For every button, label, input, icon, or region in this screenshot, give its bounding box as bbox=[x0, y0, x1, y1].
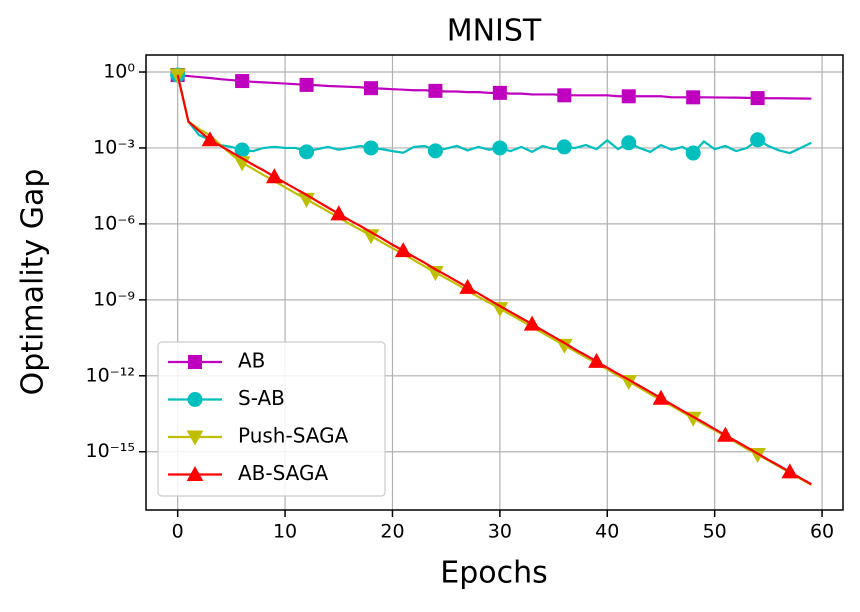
marker bbox=[363, 81, 378, 96]
marker bbox=[557, 88, 572, 103]
marker bbox=[187, 392, 203, 407]
plot-frame bbox=[145, 54, 844, 511]
x-tick-label: 50 bbox=[703, 521, 727, 543]
x-axis-label: Epochs bbox=[440, 556, 548, 591]
marker bbox=[186, 430, 204, 446]
x-tick-label: 20 bbox=[380, 521, 404, 543]
chart-title: MNIST bbox=[447, 14, 542, 49]
marker bbox=[750, 91, 765, 106]
marker bbox=[188, 355, 202, 369]
marker bbox=[299, 77, 314, 92]
y-tick-label: 10⁻⁶ bbox=[93, 212, 135, 234]
marker bbox=[330, 205, 348, 221]
y-tick-label: 10⁻³ bbox=[93, 136, 135, 158]
y-axis-label: Optimality Gap bbox=[16, 169, 51, 396]
marker bbox=[492, 140, 508, 156]
marker bbox=[492, 85, 507, 100]
marker bbox=[428, 83, 443, 98]
y-tick-label: 10⁻¹² bbox=[86, 364, 135, 386]
marker bbox=[621, 89, 636, 104]
marker bbox=[621, 135, 637, 151]
marker bbox=[523, 315, 541, 331]
legend: AB S-AB Push-SAGA AB-SAGA bbox=[157, 341, 386, 497]
marker bbox=[299, 144, 315, 160]
y-tick-label: 10⁻⁹ bbox=[93, 288, 135, 310]
marker bbox=[235, 74, 250, 89]
marker bbox=[186, 465, 204, 481]
y-tick-label: 10⁰ bbox=[103, 61, 135, 83]
x-tick-label: 60 bbox=[810, 521, 834, 543]
y-tick-label: 10⁻¹⁵ bbox=[86, 440, 135, 462]
legend-box bbox=[157, 341, 386, 497]
marker bbox=[459, 278, 477, 294]
legend-label: AB-SAGA bbox=[238, 461, 329, 485]
marker bbox=[686, 90, 701, 105]
marker bbox=[781, 463, 799, 479]
marker bbox=[265, 168, 283, 184]
marker bbox=[556, 139, 572, 155]
marker bbox=[717, 426, 734, 442]
x-tick-label: 30 bbox=[488, 521, 512, 543]
marker bbox=[394, 242, 412, 258]
x-tick-label: 40 bbox=[595, 521, 619, 543]
marker bbox=[652, 389, 670, 405]
marker bbox=[588, 352, 605, 368]
marker bbox=[427, 143, 443, 159]
x-tick-label: 10 bbox=[273, 521, 297, 543]
marker bbox=[363, 140, 379, 156]
x-tick-label: 0 bbox=[172, 521, 184, 543]
marker bbox=[201, 131, 219, 147]
legend-label: Push-SAGA bbox=[238, 424, 349, 448]
marker bbox=[685, 145, 701, 161]
legend-label: S-AB bbox=[238, 386, 285, 410]
marker bbox=[750, 132, 766, 148]
series-line bbox=[176, 74, 812, 486]
legend-label: AB bbox=[238, 349, 265, 373]
marker bbox=[427, 266, 444, 282]
